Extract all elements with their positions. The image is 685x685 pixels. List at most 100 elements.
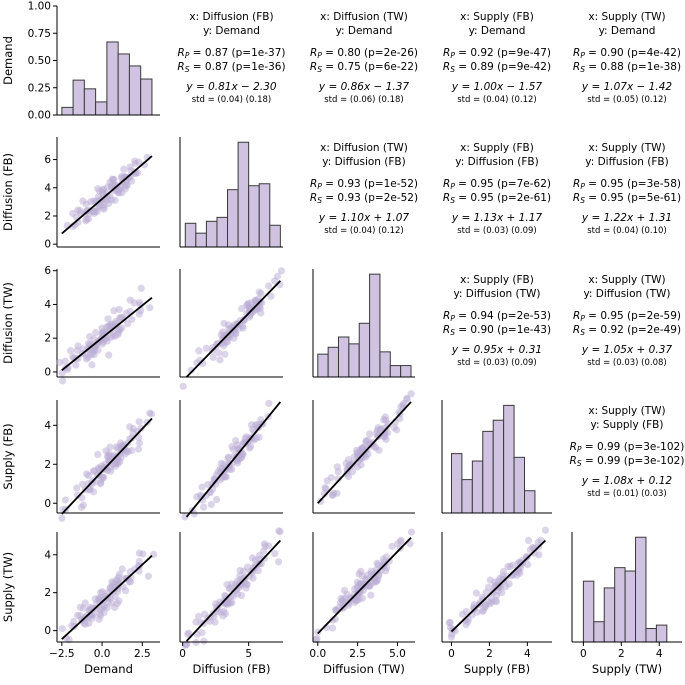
scatter-point (73, 611, 82, 620)
scatter-point (359, 445, 367, 453)
scatter-point (121, 450, 129, 458)
x-axis-label-supply-tw: Supply (TW) (592, 662, 662, 676)
scatter-point (146, 409, 154, 417)
histogram-bar (248, 185, 260, 248)
regression-line (61, 555, 153, 640)
y-tick-label: 0 (44, 366, 51, 378)
scatter-point (106, 443, 114, 451)
scatter-point (397, 402, 405, 411)
scatter-point (146, 304, 154, 312)
stat-pearson: RP = 0.95 (p=2e-59) (573, 310, 681, 323)
scatter-point (115, 597, 123, 605)
scatter-point (224, 454, 232, 462)
x-tick-label: 4 (524, 648, 531, 660)
scatter-point (496, 574, 504, 582)
stat-equation: y = 1.05x + 0.37 (581, 344, 672, 356)
scatter-point (115, 305, 123, 314)
scatter-point (198, 483, 206, 491)
stat-equation: y = 0.81x − 2.30 (185, 81, 276, 93)
scatter-point (94, 185, 102, 193)
y-axis-label-diffusion-tw: Diffusion (TW) (1, 282, 15, 364)
scatter-panel-diffusion-fb-vs-demand (61, 153, 153, 235)
y-tick-label: 4 (44, 420, 51, 432)
stat-x-label: x: Diffusion (TW) (320, 11, 408, 23)
scatter-point (137, 284, 145, 292)
scatter-point (86, 333, 94, 341)
scatter-point (83, 470, 91, 478)
scatter-point (257, 289, 265, 298)
scatter-point (228, 443, 236, 451)
scatter-point (198, 628, 206, 637)
scatter-point (232, 437, 240, 445)
scatter-point (114, 444, 122, 452)
scatter-point (243, 580, 251, 588)
stat-equation: y = 1.08x + 0.12 (581, 475, 672, 487)
scatter-point (479, 607, 488, 615)
scatter-point (370, 574, 378, 582)
scatter-point (329, 491, 337, 499)
x-tick-label: 0 (580, 648, 587, 660)
x-tick-label: 4 (656, 648, 663, 660)
stat-equation: y = 1.00x − 1.57 (451, 81, 542, 93)
stat-y-label: y: Demand (336, 25, 393, 37)
histogram-bar (582, 580, 595, 643)
y-tick-label: 0 (44, 625, 51, 637)
histogram-bar (400, 365, 412, 378)
stat-equation: y = 1.10x + 1.07 (318, 212, 409, 224)
stat-std: std = (0.04) (0.18) (192, 95, 272, 105)
stat-pearson: RP = 0.92 (p=9e-47) (443, 47, 551, 60)
scatter-point (209, 353, 217, 362)
y-axis-label-supply-fb: Supply (FB) (1, 423, 15, 489)
scatter-point (126, 423, 134, 431)
histogram-bar (269, 224, 281, 248)
scatter-point (58, 514, 66, 522)
stat-equation: y = 1.07x − 1.42 (581, 81, 672, 93)
scatter-point (253, 420, 261, 429)
y-tick-label: 0 (44, 239, 51, 251)
stat-std: std = (0.01) (0.03) (587, 489, 667, 499)
scatter-point (200, 503, 208, 511)
x-tick-label: 2.5 (349, 648, 366, 660)
scatter-point (197, 493, 205, 501)
stat-pearson: RP = 0.95 (p=3e-58) (573, 178, 681, 191)
scatter-point (139, 550, 147, 558)
y-tick-label: 6 (44, 265, 51, 277)
regression-line (450, 539, 546, 633)
scatter-point (524, 536, 533, 545)
scatter-point (224, 321, 233, 329)
scatter-point (72, 361, 80, 369)
scatter-point (265, 399, 273, 407)
scatter-point (407, 528, 416, 536)
scatter-point (241, 434, 249, 443)
scatter-point (216, 356, 224, 364)
regression-line (185, 539, 282, 642)
histogram-bar (317, 353, 329, 378)
stat-pearson: RP = 0.95 (p=7e-62) (443, 178, 551, 191)
scatter-point (195, 347, 203, 355)
scatter-point (247, 421, 256, 429)
stat-spearman: RS = 0.89 (p=9e-42) (443, 61, 551, 74)
x-axis-label-supply-fb: Supply (FB) (464, 662, 530, 676)
histogram-bar (655, 624, 668, 643)
scatter-point (201, 610, 209, 618)
stat-equation: y = 0.95x + 0.31 (451, 344, 542, 356)
regression-line (317, 537, 412, 635)
stat-spearman: RS = 0.95 (p=5e-61) (573, 192, 681, 205)
histogram-diffusion-tw (317, 273, 412, 378)
scatter-point (94, 450, 102, 459)
stat-equation: y = 0.86x − 1.37 (318, 81, 409, 93)
scatter-point (276, 528, 284, 536)
scatter-point (96, 480, 105, 488)
scatter-point (256, 304, 264, 313)
y-tick-label: 2 (44, 587, 51, 599)
stat-y-label: y: Diffusion (TW) (453, 288, 540, 300)
scatter-point (58, 369, 66, 377)
scatter-point (195, 612, 203, 620)
scatter-point (120, 165, 128, 173)
scatter-point (350, 598, 359, 607)
scatter-point (144, 572, 153, 580)
scatter-point (273, 272, 282, 280)
x-tick-label: 5 (245, 648, 252, 660)
stat-y-label: y: Supply (FB) (591, 419, 664, 431)
